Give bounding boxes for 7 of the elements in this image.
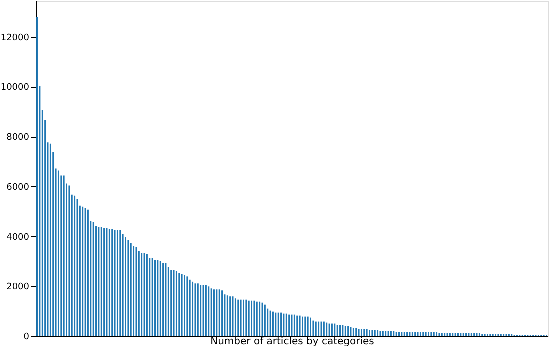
- y-tick-label: 2000: [6, 282, 30, 293]
- y-tick-label: 10000: [0, 83, 30, 94]
- y-tick-label: 8000: [6, 133, 30, 144]
- y-tick-label: 4000: [6, 232, 30, 243]
- y-tick-label: 6000: [6, 182, 30, 193]
- y-tick-label: 0: [24, 332, 30, 342]
- y-tick-label: 12000: [0, 33, 30, 44]
